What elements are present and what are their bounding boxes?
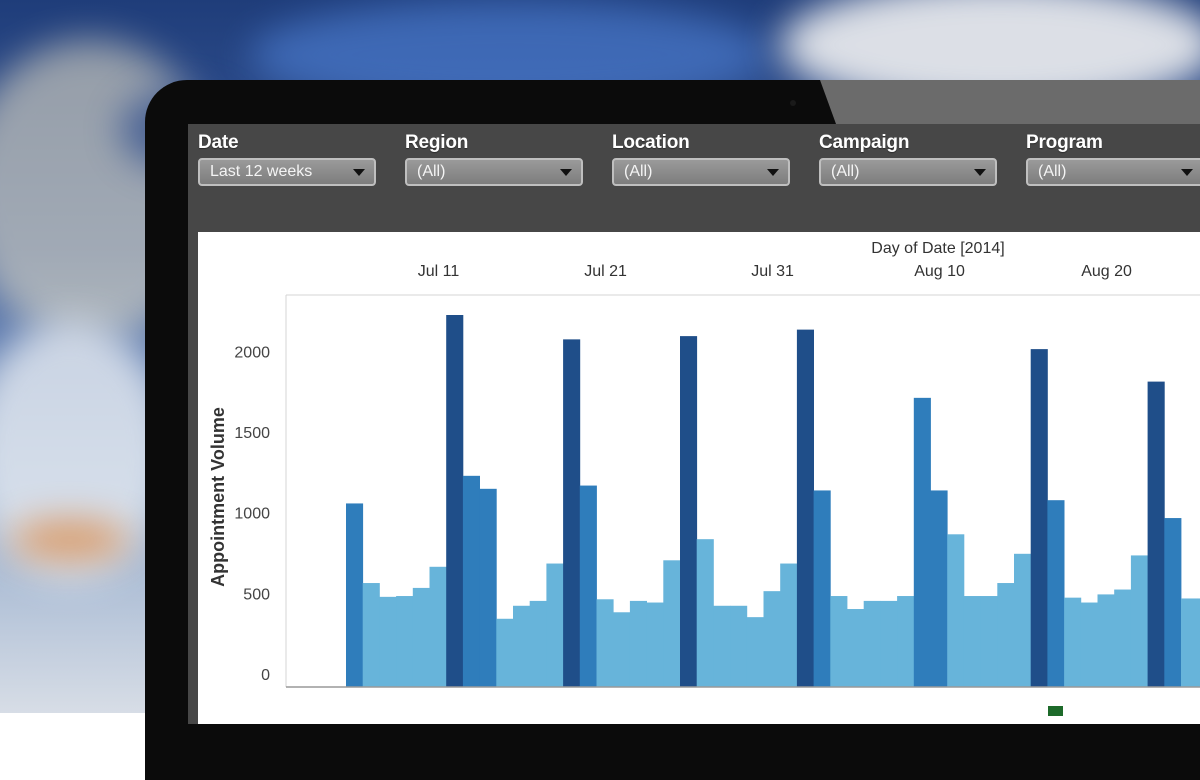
bar-aug-10[interactable] xyxy=(947,534,965,687)
bar-aug-6[interactable] xyxy=(880,600,898,687)
bar-aug-13[interactable] xyxy=(997,583,1015,687)
bar-jul-19[interactable] xyxy=(579,485,597,687)
y-tick-label: 1000 xyxy=(234,506,270,523)
bar-aug-22[interactable] xyxy=(1147,381,1165,687)
filter-label: Campaign xyxy=(819,132,910,153)
y-tick-label: 2000 xyxy=(234,344,270,361)
program-dropdown[interactable]: (All) xyxy=(1026,158,1200,186)
region-dropdown[interactable]: (All) xyxy=(405,158,583,186)
monitor-top-edge xyxy=(820,80,1200,126)
bar-aug-18[interactable] xyxy=(1080,602,1098,687)
x-tick-label: Jul 11 xyxy=(418,263,460,280)
dashboard-screen: Date Last 12 weeks Region (All) Location… xyxy=(188,124,1200,724)
bar-aug-16[interactable] xyxy=(1047,500,1065,687)
camera-icon xyxy=(790,100,796,106)
filter-label: Region xyxy=(405,132,469,153)
dropdown-value: (All) xyxy=(624,163,653,180)
bar-aug-2[interactable] xyxy=(813,490,831,687)
bar-jul-31[interactable] xyxy=(780,563,798,687)
dropdown-value: (All) xyxy=(417,163,446,180)
chevron-down-icon[interactable] xyxy=(767,169,779,176)
bar-aug-9[interactable] xyxy=(930,490,948,687)
filter-label: Date xyxy=(198,132,239,153)
bar-jul-5[interactable] xyxy=(346,503,364,687)
y-tick-label: 1500 xyxy=(234,425,270,442)
bar-aug-12[interactable] xyxy=(980,596,998,687)
bar-aug-25[interactable] xyxy=(1197,598,1200,687)
bar-aug-5[interactable] xyxy=(863,600,881,687)
y-tick-label: 500 xyxy=(243,586,270,603)
chart-panel: Day of Date [2014] Jul 11 Jul 21 Jul 31 Aug… xyxy=(198,232,1200,724)
bar-jul-15[interactable] xyxy=(513,605,531,687)
bar-jul-10[interactable] xyxy=(429,566,447,687)
bar-aug-4[interactable] xyxy=(847,609,865,687)
bar-aug-17[interactable] xyxy=(1064,597,1082,687)
filter-region: Region (All) xyxy=(405,132,583,186)
filter-date: Date Last 12 weeks xyxy=(198,132,376,186)
x-tick-label: Jul 31 xyxy=(751,263,794,280)
bar-aug-19[interactable] xyxy=(1097,594,1115,687)
bar-jul-30[interactable] xyxy=(763,591,781,687)
bar-jul-14[interactable] xyxy=(496,618,514,687)
bar-jul-23[interactable] xyxy=(646,602,664,687)
bar-jul-27[interactable] xyxy=(713,605,731,687)
bar-aug-21[interactable] xyxy=(1130,555,1148,687)
filter-location: Location (All) xyxy=(612,132,790,186)
dropdown-value: (All) xyxy=(1038,163,1067,180)
bar-aug-20[interactable] xyxy=(1114,589,1132,687)
filter-label: Location xyxy=(612,132,690,153)
bar-jul-9[interactable] xyxy=(412,587,430,687)
bar-aug-7[interactable] xyxy=(897,596,915,687)
bar-jul-6[interactable] xyxy=(362,583,380,687)
bar-jul-11[interactable] xyxy=(446,315,464,687)
campaign-dropdown[interactable]: (All) xyxy=(819,158,997,186)
chevron-down-icon[interactable] xyxy=(974,169,986,176)
bar-jul-25[interactable] xyxy=(680,336,698,687)
mark-green xyxy=(1048,706,1063,716)
bar-jul-24[interactable] xyxy=(663,560,681,687)
dropdown-value: (All) xyxy=(831,163,860,180)
bar-aug-23[interactable] xyxy=(1164,518,1182,687)
chevron-down-icon[interactable] xyxy=(1181,169,1193,176)
filter-program: Program (All) xyxy=(1026,132,1200,186)
bar-aug-3[interactable] xyxy=(830,596,848,687)
chevron-down-icon[interactable] xyxy=(560,169,572,176)
bar-jul-13[interactable] xyxy=(479,488,497,687)
y-axis-label: Appointment Volume xyxy=(208,407,228,587)
location-dropdown[interactable]: (All) xyxy=(612,158,790,186)
bar-jul-20[interactable] xyxy=(596,599,614,687)
bar-aug-14[interactable] xyxy=(1014,553,1032,687)
bar-aug-1[interactable] xyxy=(796,329,814,687)
appointment-volume-chart: Day of Date [2014] Jul 11 Jul 21 Jul 31 Aug… xyxy=(208,240,1200,716)
bar-jul-7[interactable] xyxy=(379,596,397,687)
bar-jul-8[interactable] xyxy=(396,596,414,687)
bar-jul-16[interactable] xyxy=(529,600,547,687)
dropdown-value: Last 12 weeks xyxy=(210,163,313,180)
chevron-down-icon[interactable] xyxy=(353,169,365,176)
bar-jul-22[interactable] xyxy=(629,600,647,687)
chart-title: Day of Date [2014] xyxy=(871,240,1004,257)
filter-campaign: Campaign (All) xyxy=(819,132,997,186)
bar-jul-29[interactable] xyxy=(746,617,764,687)
filter-bar: Date Last 12 weeks Region (All) Location… xyxy=(188,124,1200,234)
x-tick-label: Jul 21 xyxy=(584,263,627,280)
x-tick-label: Aug 10 xyxy=(914,263,965,280)
bar-jul-12[interactable] xyxy=(462,475,480,687)
bar-jul-21[interactable] xyxy=(613,612,631,687)
x-tick-label: Aug 20 xyxy=(1081,263,1132,280)
bar-jul-26[interactable] xyxy=(696,539,714,687)
bar-aug-11[interactable] xyxy=(963,596,981,687)
y-tick-label: 0 xyxy=(261,667,270,684)
bar-jul-18[interactable] xyxy=(563,339,581,687)
filter-label: Program xyxy=(1026,132,1103,153)
bar-aug-24[interactable] xyxy=(1181,598,1199,687)
bar-aug-15[interactable] xyxy=(1030,349,1048,687)
bar-jul-28[interactable] xyxy=(730,605,748,687)
date-dropdown[interactable]: Last 12 weeks xyxy=(198,158,376,186)
bar-jul-17[interactable] xyxy=(546,563,564,687)
bar-aug-8[interactable] xyxy=(913,397,931,687)
